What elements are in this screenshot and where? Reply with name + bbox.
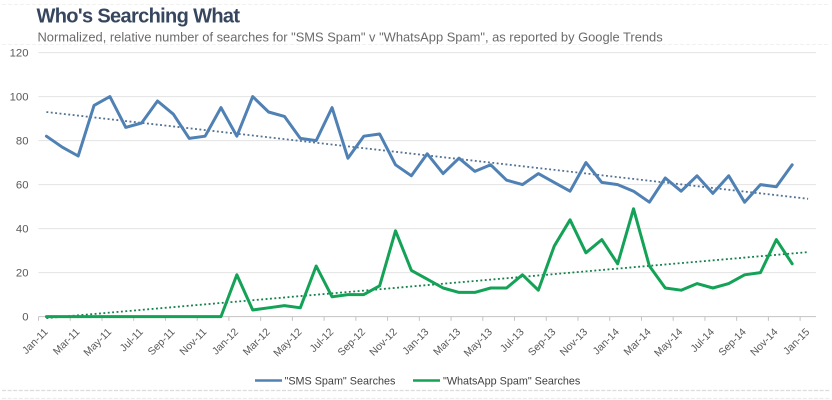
svg-text:0: 0 <box>22 312 28 324</box>
svg-text:40: 40 <box>16 224 29 236</box>
svg-text:"WhatsApp Spam" Searches: "WhatsApp Spam" Searches <box>443 376 581 388</box>
svg-text:60: 60 <box>16 180 29 192</box>
svg-text:80: 80 <box>16 136 29 148</box>
svg-text:20: 20 <box>16 268 29 280</box>
svg-text:100: 100 <box>10 92 29 104</box>
svg-text:Normalized, relative number of: Normalized, relative number of searches … <box>38 30 663 45</box>
svg-text:Who's Searching What: Who's Searching What <box>37 6 241 28</box>
svg-text:120: 120 <box>10 48 29 60</box>
svg-text:"SMS Spam" Searches: "SMS Spam" Searches <box>285 376 396 388</box>
